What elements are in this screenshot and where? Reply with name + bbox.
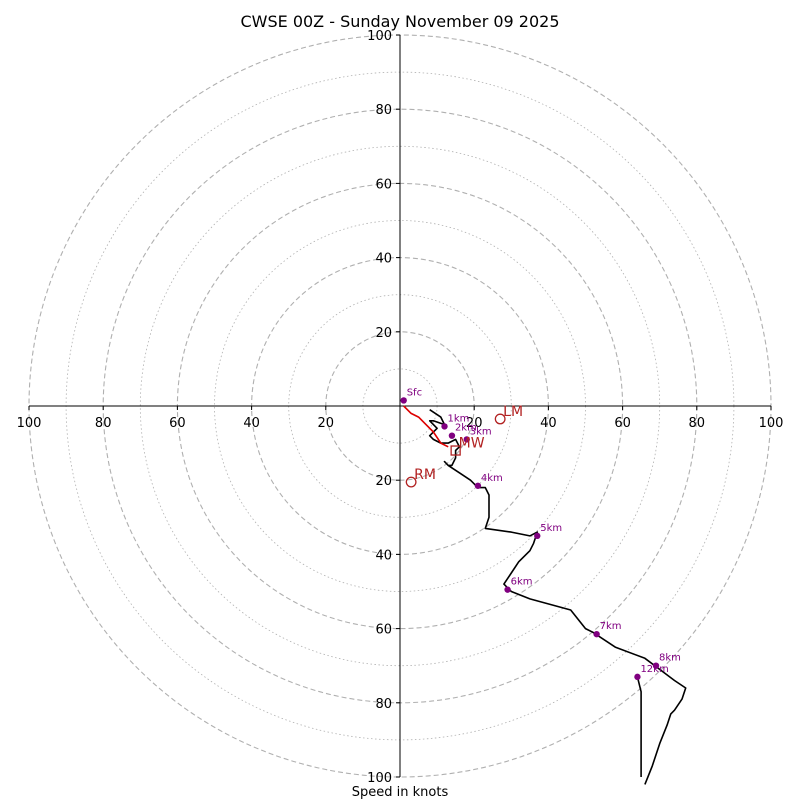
height-marker-dot [448, 432, 456, 439]
height-marker-label: 5km [540, 523, 562, 534]
y-tick-label: 100 [367, 771, 392, 786]
x-tick-label: 20 [318, 416, 335, 431]
height-marker-label: 6km [511, 577, 533, 588]
height-marker-label: 7km [600, 621, 622, 632]
y-tick-label: 80 [375, 697, 392, 712]
x-tick-label: 100 [17, 416, 42, 431]
height-marker-label: 2km [455, 423, 477, 434]
x-tick-label: 80 [95, 416, 112, 431]
height-marker-dot [534, 532, 541, 540]
x-tick-label: 60 [169, 416, 186, 431]
height-marker-label: Sfc [407, 387, 422, 398]
height-marker-label: 1km [448, 413, 470, 424]
storm-motion-label: RM [414, 467, 436, 483]
height-marker-label: 3km [470, 426, 492, 437]
storm-motion-markers: LM MW RM [405, 404, 523, 488]
hodograph-trace-upper [636, 676, 642, 777]
hodograph-trace [428, 409, 687, 785]
height-marker-dot [400, 397, 407, 404]
height-marker-dot [634, 673, 641, 681]
y-tick-label: 40 [375, 548, 392, 563]
x-tick-label: 40 [540, 416, 557, 431]
y-tick-label: 80 [375, 103, 392, 118]
hodograph-low-level-trace [403, 405, 449, 448]
height-marker-dot [652, 662, 660, 669]
height-marker-dot [441, 423, 448, 430]
y-tick-label: 20 [375, 326, 392, 341]
storm-motion-circle [494, 413, 506, 425]
y-tick-label: 20 [375, 474, 392, 489]
height-marker-dot [474, 482, 482, 489]
storm-motion-label: MW [459, 436, 485, 452]
tick-labels: 100 80 60 40 20 20 40 60 80 100 100 80 60 40 20 20 40 60 8… [17, 29, 784, 786]
height-marker-dot [593, 630, 600, 638]
height-marker-dot [504, 586, 511, 593]
x-tick-label: 20 [466, 416, 483, 431]
y-tick-label: 60 [375, 623, 392, 638]
y-tick-label: 100 [367, 29, 392, 44]
storm-motion-circle [405, 476, 417, 488]
height-marker-label: 12km [640, 664, 668, 675]
chart-title: CWSE 00Z - Sunday November 09 2025 [240, 12, 559, 31]
x-tick-label: 40 [243, 416, 260, 431]
axes [29, 35, 771, 777]
x-tick-label: 80 [689, 416, 706, 431]
height-marker-dot [463, 436, 470, 443]
hodograph-traces [403, 405, 687, 785]
height-marker-label: 4km [481, 473, 503, 484]
x-axis-label: Speed in knots [352, 785, 449, 800]
y-tick-label: 40 [375, 252, 392, 267]
storm-motion-square [450, 445, 461, 456]
y-tick-label: 60 [375, 177, 392, 192]
x-tick-label: 60 [614, 416, 631, 431]
x-tick-label: 100 [759, 416, 784, 431]
storm-motion-label: LM [503, 404, 523, 420]
height-marker-label: 8km [659, 653, 681, 664]
